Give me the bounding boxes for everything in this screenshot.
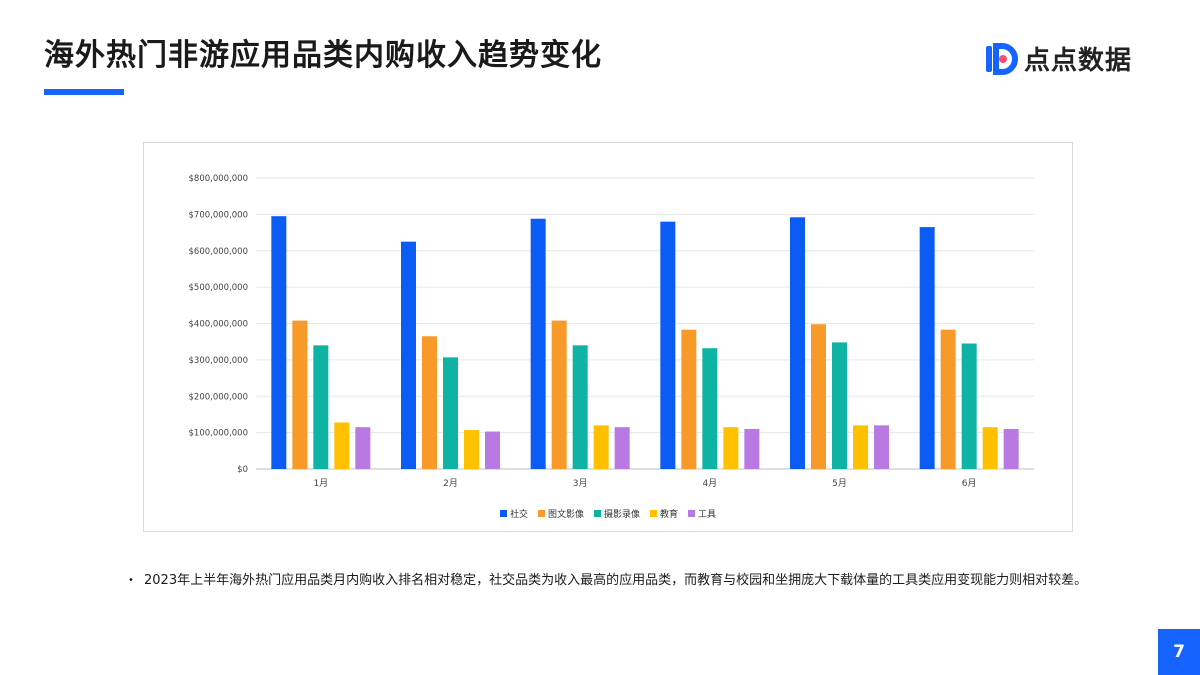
y-tick-label: $600,000,000 — [189, 247, 248, 257]
bar-2-2 — [422, 336, 437, 469]
chart-container: $0 $100,000,000 $200,000,000 $300,000,000 $4… — [143, 142, 1073, 532]
bar-3-2 — [443, 357, 458, 469]
footnote: • 2023年上半年海外热门应用品类月内购收入排名相对稳定，社交品类为收入最高的… — [128, 568, 1088, 594]
legend-swatch — [593, 510, 601, 517]
bar-chart: $0 $100,000,000 $200,000,000 $300,000,000 $4… — [189, 174, 1034, 489]
legend-swatch — [499, 510, 507, 517]
bar-1-6 — [919, 227, 935, 469]
bar-1-5 — [790, 217, 805, 469]
bar-3-4 — [702, 348, 718, 469]
bar-3-3 — [572, 345, 588, 469]
bar-4-5 — [853, 425, 868, 469]
brand-logo: 点点数据 — [984, 40, 1132, 77]
bar-5-4 — [744, 428, 760, 469]
legend-swatch — [650, 510, 657, 517]
y-tick-label: $0 — [237, 465, 248, 475]
bar-2-1 — [292, 320, 308, 469]
legend-item: 教育 — [650, 507, 678, 520]
bar-5-2 — [485, 431, 500, 469]
legend-label: 工具 — [698, 510, 717, 520]
bar-4-4 — [723, 427, 739, 469]
bar-2-4 — [681, 329, 697, 469]
chart-legend: 社交 图文影像 摄影录像 教育 工具 — [144, 507, 1072, 520]
x-tick-label: 5月 — [832, 478, 847, 489]
legend-item: 图文影像 — [537, 507, 584, 520]
title-underline — [44, 89, 124, 95]
legend-label: 教育 — [660, 510, 679, 520]
bar-1-4 — [660, 221, 676, 469]
bar-4-3 — [593, 425, 609, 469]
x-tick-label: 1月 — [313, 478, 328, 489]
y-tick-label: $500,000,000 — [189, 283, 248, 293]
brand-logo-icon — [984, 42, 1018, 76]
legend-item: 摄影录像 — [593, 507, 640, 520]
bar-2-5 — [811, 324, 826, 469]
legend-swatch — [537, 510, 545, 517]
y-tick-label: $700,000,000 — [189, 210, 248, 220]
footnote-text: 2023年上半年海外热门应用品类月内购收入排名相对稳定，社交品类为收入最高的应用… — [144, 573, 1088, 588]
bar-5-1 — [355, 427, 371, 469]
x-tick-label: 3月 — [573, 478, 588, 489]
bar-5-6 — [1003, 428, 1019, 469]
bar-3-1 — [313, 345, 329, 469]
bar-2-3 — [551, 320, 567, 469]
legend-item: 社交 — [499, 507, 528, 520]
bar-2-6 — [940, 329, 956, 469]
y-tick-label: $100,000,000 — [189, 429, 248, 439]
x-tick-label: 4月 — [702, 478, 717, 489]
page-number-badge: 7 — [1158, 629, 1200, 675]
bar-5-5 — [874, 425, 889, 469]
bar-3-5 — [832, 342, 847, 469]
legend-label: 摄影录像 — [603, 510, 640, 520]
x-tick-label: 6月 — [962, 478, 977, 489]
legend-item: 工具 — [688, 507, 716, 520]
x-tick-label: 2月 — [443, 478, 458, 489]
legend-swatch — [688, 510, 696, 517]
bullet-icon: • — [128, 575, 134, 586]
y-tick-label: $800,000,000 — [189, 174, 248, 184]
legend-label: 社交 — [509, 510, 528, 520]
y-tick-label: $300,000,000 — [189, 356, 248, 366]
y-tick-label: $200,000,000 — [189, 392, 248, 402]
brand-name: 点点数据 — [1024, 46, 1133, 76]
y-tick-label: $400,000,000 — [189, 320, 248, 330]
bar-1-1 — [271, 216, 287, 469]
bar-4-1 — [334, 422, 350, 469]
bar-1-3 — [530, 218, 546, 469]
bar-4-2 — [464, 430, 479, 469]
page-number: 7 — [1173, 642, 1185, 662]
bar-3-6 — [961, 343, 977, 469]
bar-1-2 — [401, 241, 416, 469]
page-title: 海外热门非游应用品类内购收入趋势变化 — [44, 38, 602, 73]
legend-label: 图文影像 — [547, 510, 584, 520]
bar-5-3 — [614, 427, 630, 469]
bar-4-6 — [982, 427, 998, 469]
